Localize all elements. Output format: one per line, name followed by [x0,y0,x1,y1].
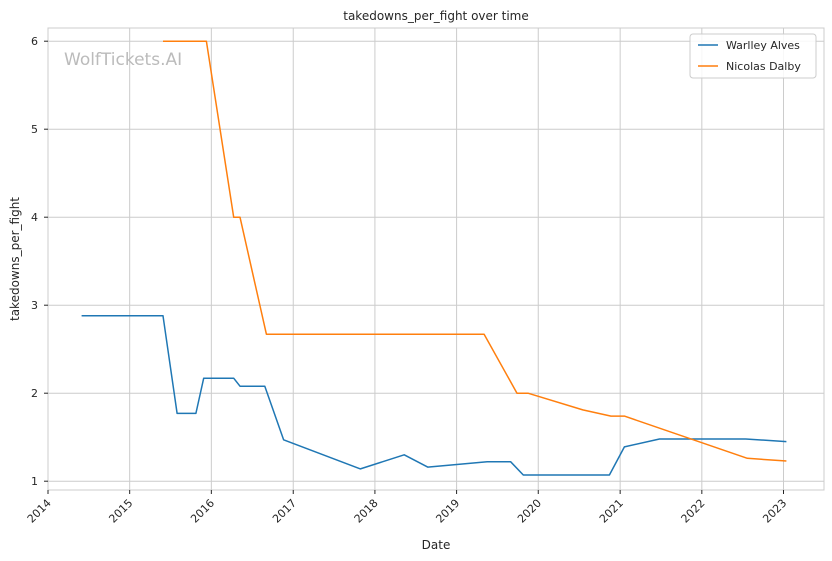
plot-frame [47,27,825,491]
x-axis-label: Date [422,538,451,552]
legend-label: Warlley Alves [726,39,800,52]
legend-label: Nicolas Dalby [726,60,801,73]
series-lines [81,40,787,476]
y-tick-label: 3 [31,299,38,312]
y-tick-label: 2 [31,387,38,400]
y-tick-label: 6 [31,35,38,48]
watermark: WolfTickets.AI [64,50,182,70]
y-tick-label: 4 [31,211,38,224]
legend-box [689,33,817,79]
chart-title: takedowns_per_fight over time [343,9,529,23]
plot-area [48,28,824,490]
y-axis-ticks: 1 2 3 4 5 6 [31,35,48,488]
legend: Warlley Alves Nicolas Dalby [689,33,817,79]
y-tick-label: 1 [31,475,38,488]
series-line-warlley-alves [81,315,787,476]
series-line-nicolas-dalby [163,40,787,462]
y-tick-label: 5 [31,123,38,136]
y-axis-label: takedowns_per_fight [8,197,22,321]
